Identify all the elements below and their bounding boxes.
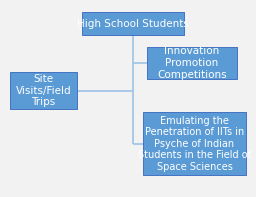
Text: Emulating the
Penetration of IITs in
Psyche of Indian
Students in the Field of
S: Emulating the Penetration of IITs in Psy… <box>138 116 251 172</box>
Text: High School Students: High School Students <box>77 19 189 29</box>
FancyBboxPatch shape <box>147 47 237 79</box>
FancyBboxPatch shape <box>10 72 77 109</box>
FancyBboxPatch shape <box>143 112 246 175</box>
FancyBboxPatch shape <box>82 12 184 35</box>
Text: Site
Visits/Field
Trips: Site Visits/Field Trips <box>16 74 71 107</box>
Text: Innovation
Promotion
Competitions: Innovation Promotion Competitions <box>157 46 227 80</box>
